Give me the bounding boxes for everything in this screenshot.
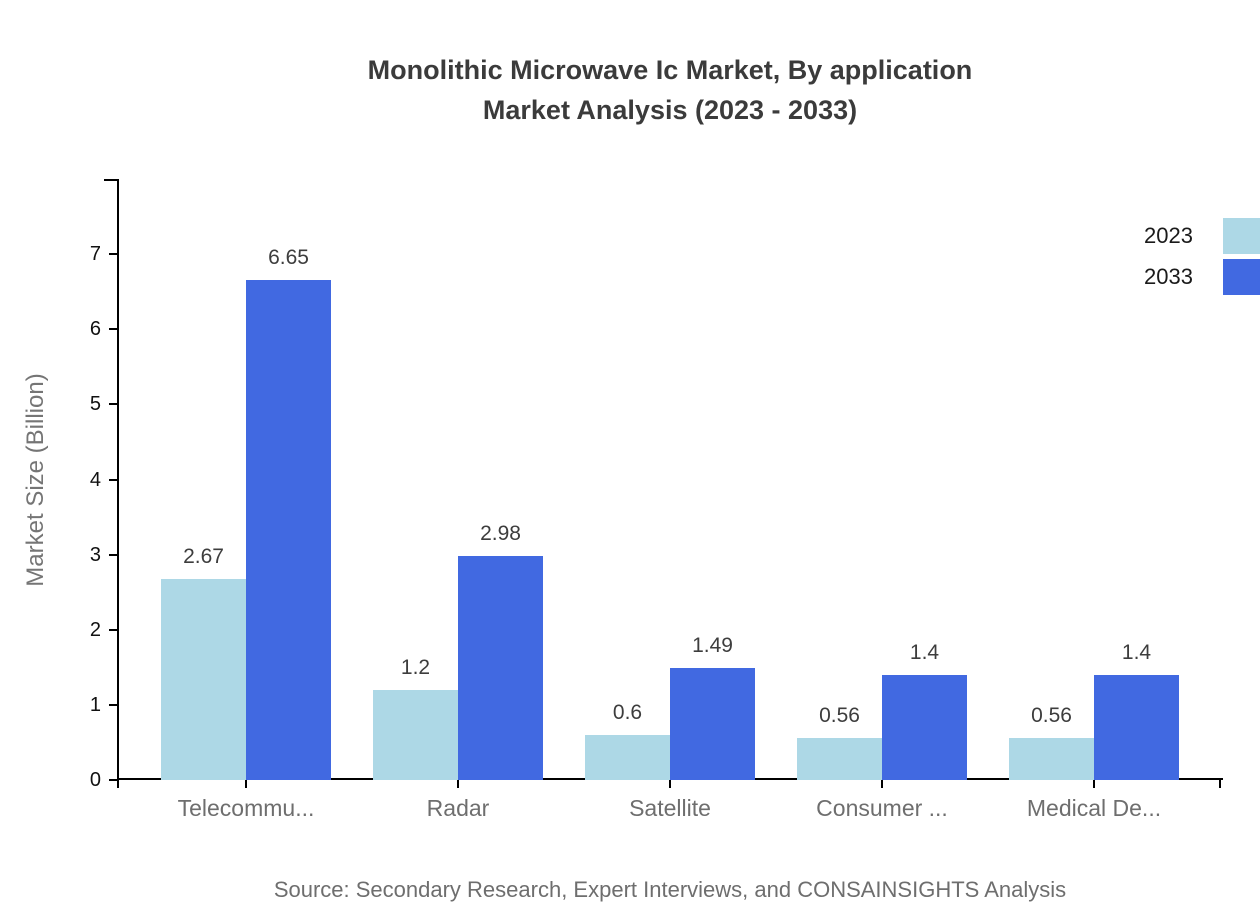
- bar-2023-4: [1009, 737, 1094, 780]
- y-tick-label: 1: [89, 693, 101, 716]
- value-label-2033-2: 1.49: [692, 634, 733, 658]
- bar-2023-3: [797, 737, 882, 780]
- legend-swatch-2033: [1223, 259, 1260, 295]
- legend-label-2023: 2023: [1144, 223, 1193, 248]
- source-text: Source: Secondary Research, Expert Inter…: [273, 877, 1067, 902]
- y-tick: [109, 403, 117, 406]
- legend-item-2033: 2033: [1144, 259, 1260, 295]
- y-tick: [109, 478, 117, 481]
- value-label-2033-3: 1.4: [909, 640, 940, 664]
- value-label-2023-3: 0.56: [819, 703, 860, 727]
- chart-title: Monolithic Microwave Ic Market, By appli…: [119, 50, 1221, 130]
- value-label-2023-1: 1.2: [400, 655, 431, 679]
- value-label-2033-1: 2.98: [480, 522, 521, 546]
- bar-2033-0: [246, 280, 331, 780]
- y-tick: [109, 779, 117, 781]
- legend-item-2023: 2023: [1144, 218, 1260, 254]
- bar-2033-4: [1094, 674, 1179, 780]
- y-axis-label: Market Size (Billion): [22, 373, 49, 587]
- x-tick: [457, 780, 459, 788]
- y-tick: [109, 628, 117, 631]
- x-tick-label: Radar: [426, 795, 490, 821]
- y-tick: [109, 553, 117, 556]
- x-tick-label: Telecommu...: [177, 795, 315, 821]
- y-tick-label: 5: [89, 393, 101, 416]
- y-axis-top-outer-tick: [104, 179, 117, 181]
- chart-title-line2: Market Analysis (2023 - 2033): [482, 95, 858, 125]
- value-label-2023-2: 0.6: [612, 700, 643, 724]
- y-tick: [109, 328, 117, 331]
- value-label-2023-4: 0.56: [1031, 703, 1072, 727]
- chart-title-line1: Monolithic Microwave Ic Market, By appli…: [367, 55, 973, 85]
- x-tick: [245, 780, 247, 788]
- y-axis-line: [117, 179, 119, 780]
- x-tick: [1093, 780, 1095, 788]
- y-tick-label: 0: [89, 769, 101, 791]
- x-axis-right-outer-tick: [1219, 780, 1221, 788]
- value-label-2033-4: 1.4: [1121, 640, 1152, 664]
- legend-swatch-2023: [1223, 218, 1260, 254]
- x-tick: [669, 780, 671, 788]
- bar-2023-1: [373, 689, 458, 780]
- value-label-2033-0: 6.65: [268, 246, 309, 270]
- legend-label-2033: 2033: [1144, 264, 1193, 289]
- y-tick-label: 3: [89, 543, 101, 566]
- y-tick-label: 2: [89, 618, 101, 641]
- plot-area: 0 1 2 3 4 5 6 7 Telecommu... 2.67 6.65 Radar 1.2 2.98…: [90, 179, 1223, 821]
- x-tick-label: Medical De...: [1026, 795, 1162, 821]
- x-tick-label: Satellite: [629, 795, 711, 821]
- bar-2023-2: [585, 734, 670, 780]
- bar-2033-3: [882, 674, 967, 780]
- bar-2023-0: [161, 579, 246, 780]
- legend: 2023 2033: [1144, 218, 1260, 300]
- y-tick-label: 7: [89, 243, 101, 266]
- value-label-2023-0: 2.67: [183, 545, 224, 569]
- x-tick: [881, 780, 883, 788]
- y-tick-label: 4: [89, 468, 101, 491]
- y-tick-label: 6: [89, 318, 101, 341]
- x-tick-label: Consumer ...: [816, 795, 948, 821]
- x-axis-left-outer-tick: [117, 780, 119, 788]
- y-tick: [109, 253, 117, 256]
- y-tick: [109, 703, 117, 706]
- bar-2033-1: [458, 556, 543, 780]
- bar-2033-2: [670, 668, 755, 780]
